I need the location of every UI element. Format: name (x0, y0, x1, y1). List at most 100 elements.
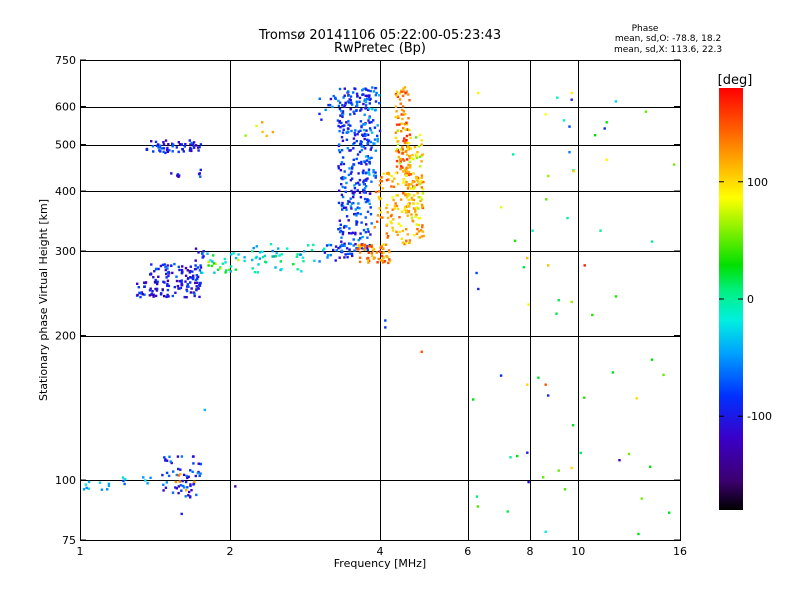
echo-point (352, 137, 356, 140)
echo-point (198, 474, 201, 478)
echo-point (150, 292, 154, 296)
echo-point (406, 128, 409, 131)
echo-point (323, 251, 327, 254)
echo-point (180, 268, 184, 272)
echo-point (166, 288, 170, 292)
echo-point (349, 205, 353, 208)
echo-point (370, 252, 374, 255)
echo-point (367, 168, 371, 171)
echo-point (224, 271, 227, 274)
echo-point (364, 246, 367, 249)
echo-point (348, 248, 351, 251)
echo-point (362, 188, 365, 192)
echo-point (512, 153, 515, 156)
echo-point (163, 263, 166, 266)
echo-point (296, 268, 299, 271)
echo-point (175, 473, 178, 477)
echo-point (351, 165, 354, 169)
echo-point (366, 108, 370, 111)
echo-point (544, 383, 547, 386)
echo-point (180, 279, 183, 282)
echo-point (360, 125, 363, 129)
echo-point (371, 131, 374, 134)
echo-point (175, 146, 178, 149)
echo-point (199, 462, 203, 466)
echo-point (408, 160, 412, 163)
echo-point (355, 182, 358, 185)
echo-point (263, 254, 267, 258)
echo-point (277, 247, 280, 250)
echo-point (376, 261, 379, 264)
echo-point (166, 267, 169, 270)
echo-point (408, 239, 412, 242)
echo-point (219, 267, 222, 270)
echo-point (327, 103, 330, 107)
echo-point (170, 461, 173, 465)
echo-point (350, 207, 353, 210)
echo-point (366, 98, 369, 101)
echo-point (403, 141, 407, 145)
echo-point (395, 150, 398, 153)
echo-point (417, 180, 420, 183)
echo-point (107, 484, 111, 488)
echo-point (355, 102, 359, 105)
echo-point (341, 139, 345, 142)
echo-point (367, 261, 370, 264)
echo-point (340, 109, 343, 113)
echo-point (407, 117, 410, 120)
echo-point (234, 256, 238, 260)
echo-point (352, 91, 355, 94)
echo-point (377, 257, 380, 261)
echo-point (353, 131, 356, 135)
echo-point (400, 210, 404, 213)
echo-point (296, 253, 299, 256)
axis-ticks: 1 2 4 6 8 10 16 75 100 200 300 400 500 600 750 (55, 54, 687, 558)
echo-point (368, 162, 371, 165)
echo-point (405, 90, 408, 93)
echo-point (418, 133, 422, 137)
echo-point (343, 87, 346, 90)
echo-point (159, 292, 163, 295)
echo-point (386, 236, 389, 239)
echo-point (157, 275, 160, 278)
echo-point (420, 186, 423, 189)
echo-point (405, 138, 408, 142)
echo-point (401, 117, 404, 121)
echo-point (407, 93, 410, 96)
echo-point (366, 210, 370, 213)
echo-point (345, 225, 348, 228)
echo-point (334, 245, 338, 248)
echo-point (420, 143, 423, 146)
echo-point (391, 180, 394, 183)
echo-point (400, 237, 403, 240)
echo-point (339, 163, 343, 166)
echo-point (387, 178, 390, 181)
echo-point (278, 254, 281, 257)
echo-point (177, 485, 180, 488)
echo-point (335, 249, 338, 252)
echo-point (350, 202, 354, 205)
echo-point (154, 278, 157, 282)
echo-point (193, 480, 196, 483)
echo-point (349, 179, 353, 182)
echo-point (347, 173, 351, 177)
echo-point (349, 113, 352, 116)
echo-point (404, 210, 408, 213)
echo-point (171, 294, 174, 298)
echo-point (401, 166, 404, 169)
echo-point (185, 296, 188, 299)
echo-point (382, 243, 385, 246)
echo-point (280, 253, 283, 256)
echo-point (189, 483, 192, 486)
echo-point (179, 468, 182, 471)
echo-point (413, 180, 416, 183)
echo-point (341, 156, 345, 159)
echo-point (184, 274, 188, 277)
echo-point (363, 98, 367, 101)
echo-point (98, 481, 102, 484)
echo-point (320, 118, 323, 121)
echo-point (347, 200, 350, 203)
echo-point (342, 176, 346, 179)
echo-point (347, 101, 351, 104)
echo-point (421, 205, 424, 209)
